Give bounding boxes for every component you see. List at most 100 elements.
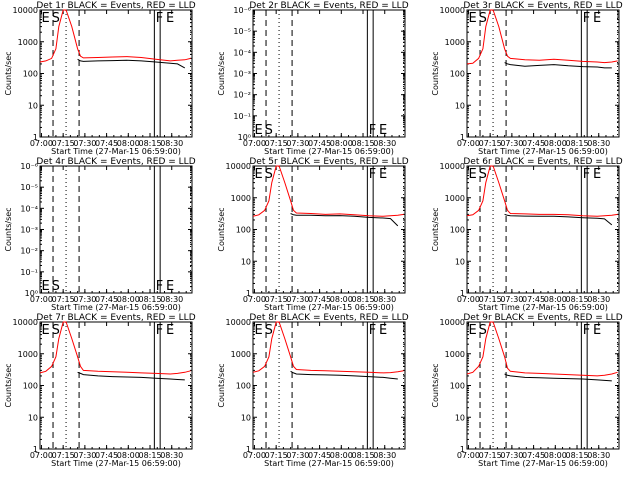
panel-title: Det 9r BLACK = Events, RED = LLD: [463, 313, 622, 323]
x-tick-label: 07:15: [265, 139, 288, 148]
y-tick-label: 1: [460, 289, 465, 298]
x-tick-label: 08:00: [544, 139, 567, 148]
marker-label: E: [254, 323, 262, 338]
y-tick-label: 10000: [440, 6, 465, 15]
marker-label: E: [41, 279, 49, 294]
marker-label: E: [593, 167, 601, 182]
y-axis-label: Counts/sec: [4, 363, 13, 407]
x-axis-label: Start Time (27-Mar-15 06:59:00): [478, 459, 608, 468]
detector-panel-5: Det 5r BLACK = Events, RED = LLD 1 10 100 10…: [217, 157, 409, 312]
plot-frame: [466, 9, 620, 138]
x-tick-label: 08:00: [330, 451, 353, 460]
x-axis-label: Start Time (27-Mar-15 06:59:00): [51, 459, 181, 468]
x-tick-label: 08:15: [138, 295, 161, 304]
y-tick-label: 10: [28, 413, 38, 422]
lld-series-line: [466, 9, 618, 65]
x-tick-label: 08:30: [373, 451, 396, 460]
marker-label: S: [52, 11, 60, 26]
y-axis-label: Counts/sec: [217, 207, 226, 251]
y-tick-label: 1: [460, 445, 465, 454]
y-tick-label: 10: [455, 101, 465, 110]
x-axis-label: Start Time (27-Mar-15 06:59:00): [51, 303, 181, 312]
y-tick-label: 10: [455, 257, 465, 266]
panel-title: Det 8r BLACK = Events, RED = LLD: [249, 313, 408, 323]
lld-series-line: [252, 321, 404, 374]
x-tick-label: 08:30: [373, 295, 396, 304]
marker-label: F: [583, 323, 590, 338]
x-tick-label: 08:00: [330, 139, 353, 148]
x-tick-label: 08:30: [160, 139, 183, 148]
x-tick-label: 08:30: [373, 139, 396, 148]
panel-title: Det 3r BLACK = Events, RED = LLD: [463, 1, 622, 11]
events-series-line: [290, 370, 398, 380]
y-tick-label: 10000: [440, 162, 465, 171]
x-tick-label: 07:00: [457, 295, 480, 304]
panel-title: Det 5r BLACK = Events, RED = LLD: [249, 157, 408, 167]
lld-series-line: [39, 321, 191, 375]
y-tick-label: 10⁻¹: [20, 268, 38, 277]
plot-frame: [252, 321, 406, 450]
x-tick-label: 07:45: [308, 295, 331, 304]
y-tick-label: 10⁻¹: [233, 112, 251, 121]
x-tick-label: 07:30: [73, 451, 96, 460]
x-tick-label: 08:15: [351, 139, 374, 148]
y-tick-label: 10⁻³: [20, 226, 38, 235]
y-axis-label: Counts/sec: [431, 363, 440, 407]
x-tick-label: 07:30: [73, 139, 96, 148]
x-axis-label: Start Time (27-Mar-15 06:59:00): [478, 147, 608, 156]
x-tick-label: 08:15: [565, 295, 588, 304]
y-tick-label: 1000: [445, 194, 465, 203]
x-tick-label: 08:30: [160, 451, 183, 460]
x-tick-label: 07:45: [95, 139, 118, 148]
marker-label: E: [379, 323, 387, 338]
detector-panel-3: Det 3r BLACK = Events, RED = LLD 1 10 100 10…: [431, 1, 623, 156]
marker-label: S: [265, 323, 273, 338]
y-tick-label: 10⁻⁴: [20, 204, 38, 213]
x-tick-label: 08:15: [138, 139, 161, 148]
panel-title: Det 2r BLACK = Events, RED = LLD: [249, 1, 408, 11]
x-tick-label: 07:30: [500, 295, 523, 304]
x-tick-label: 08:30: [587, 295, 610, 304]
marker-label: E: [379, 167, 387, 182]
y-tick-label: 10⁰: [25, 289, 38, 298]
y-tick-label: 1000: [231, 194, 251, 203]
events-series-line: [504, 373, 612, 382]
y-tick-label: 1000: [18, 38, 38, 47]
y-tick-label: 10000: [13, 318, 38, 327]
x-tick-label: 08:00: [544, 295, 567, 304]
marker-label: E: [166, 323, 174, 338]
y-tick-label: 100: [450, 226, 465, 235]
y-tick-label: 100: [236, 226, 251, 235]
x-tick-label: 07:15: [479, 451, 502, 460]
x-tick-label: 07:00: [457, 451, 480, 460]
y-tick-label: 1: [246, 445, 251, 454]
y-tick-label: 10: [241, 257, 251, 266]
x-tick-label: 08:00: [117, 295, 140, 304]
y-tick-label: 100: [23, 70, 38, 79]
x-tick-label: 08:15: [138, 451, 161, 460]
y-tick-label: 10: [241, 413, 251, 422]
marker-label: E: [254, 123, 262, 138]
lld-series-line: [466, 321, 618, 377]
panel-title: Det 4r BLACK = Events, RED = LLD: [36, 157, 195, 167]
x-tick-label: 07:45: [95, 295, 118, 304]
marker-label: S: [52, 279, 60, 294]
y-tick-label: 100: [236, 382, 251, 391]
x-tick-label: 07:45: [308, 451, 331, 460]
marker-label: S: [479, 11, 487, 26]
marker-label: S: [479, 323, 487, 338]
x-tick-label: 08:30: [587, 451, 610, 460]
plot-frame: [39, 321, 193, 450]
y-tick-label: 10000: [226, 318, 251, 327]
x-tick-label: 07:15: [52, 139, 75, 148]
marker-label: S: [479, 167, 487, 182]
marker-label: E: [593, 11, 601, 26]
x-tick-label: 07:45: [95, 451, 118, 460]
lld-series-line: [39, 9, 191, 63]
detector-panel-6: Det 6r BLACK = Events, RED = LLD 1 10 100 10…: [431, 157, 623, 312]
x-tick-label: 07:00: [243, 295, 266, 304]
events-series-line: [504, 213, 613, 226]
plot-frame: [39, 165, 193, 294]
detector-panel-7: Det 7r BLACK = Events, RED = LLD 1 10 100 10…: [4, 313, 196, 468]
y-tick-label: 10⁻⁴: [233, 48, 251, 57]
